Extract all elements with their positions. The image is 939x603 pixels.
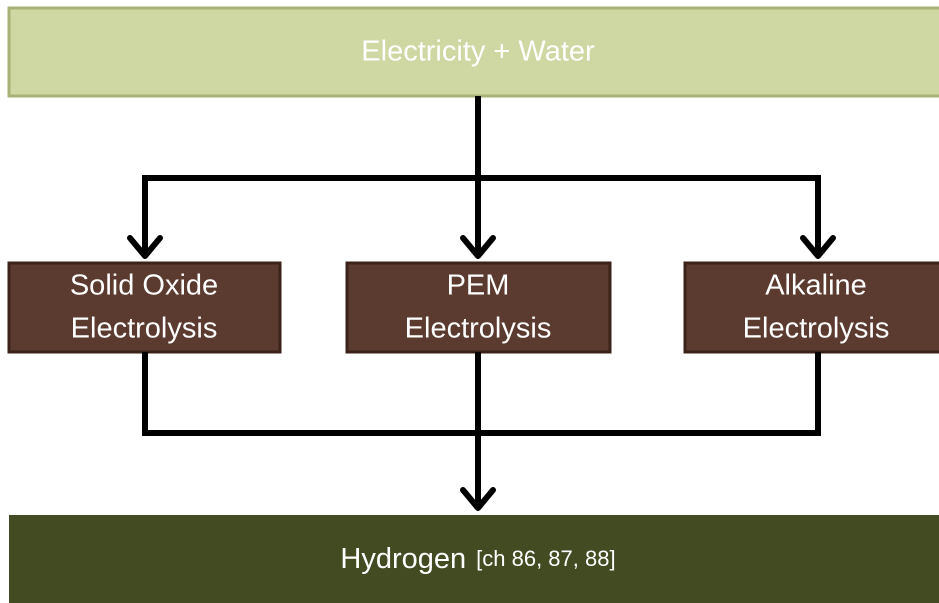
output-box: [9, 515, 939, 603]
process-label: Electrolysis: [743, 313, 890, 345]
input-label: Electricity + Water: [361, 36, 595, 68]
process-box: [683, 261, 939, 354]
arrowhead: [800, 235, 836, 259]
arrowhead: [460, 487, 496, 511]
process-label: PEM: [447, 270, 510, 302]
arrowhead: [460, 235, 496, 259]
process-label: Alkaline: [765, 270, 867, 302]
arrowhead: [127, 235, 163, 259]
process-box: [345, 261, 612, 354]
input-box: [7, 6, 939, 98]
process-label: Solid Oxide: [70, 270, 218, 302]
connector: [142, 352, 821, 508]
process-label: Electrolysis: [71, 313, 218, 345]
connector: [142, 96, 821, 256]
process-label: Electrolysis: [405, 313, 552, 345]
output-title: Hydrogen: [340, 543, 466, 575]
output-label: Hydrogen [ch 86, 87, 88]: [340, 543, 615, 575]
output-note: [ch 86, 87, 88]: [476, 546, 615, 571]
